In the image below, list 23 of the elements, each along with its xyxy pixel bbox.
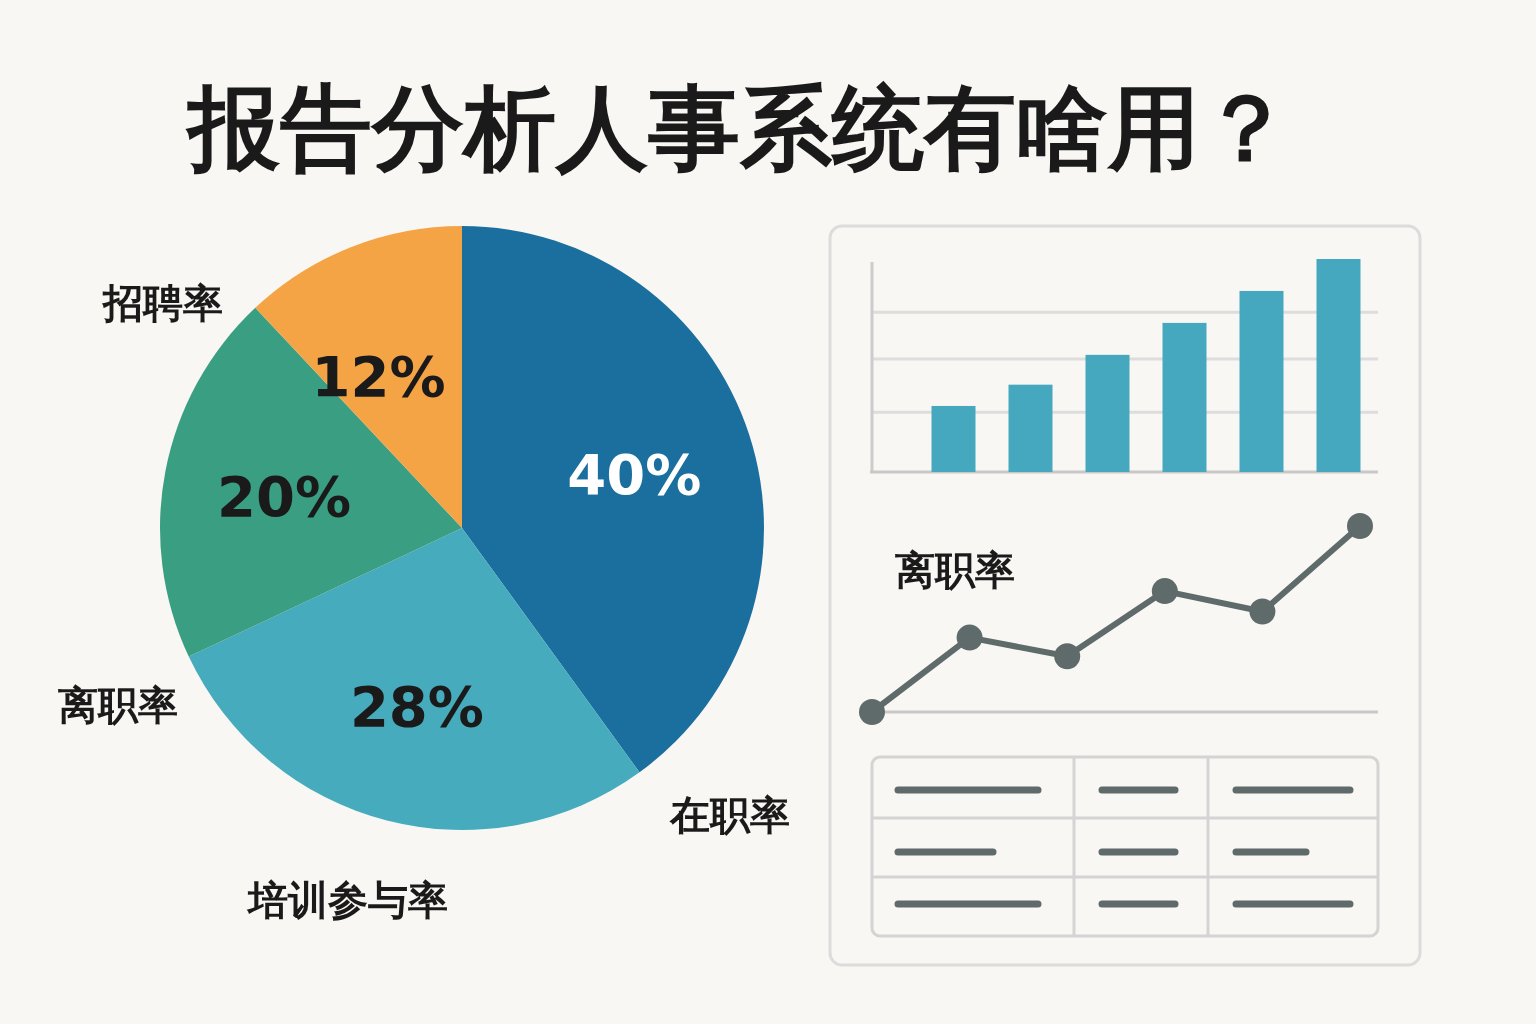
data-label: 12% <box>311 344 446 410</box>
point <box>1151 578 1178 605</box>
slice-label: 招聘率 <box>101 280 223 326</box>
slice-label: 在职率 <box>669 792 790 838</box>
bar <box>1162 322 1207 472</box>
chart-title: 报告分析人事系统有啥用？ <box>185 75 1292 182</box>
series-label: 离职率 <box>895 547 1015 593</box>
point <box>1249 598 1276 625</box>
point <box>859 699 885 725</box>
pie-slice <box>188 528 640 830</box>
slice-label: 离职率 <box>58 682 178 728</box>
bar <box>931 405 976 472</box>
data-label: 28% <box>349 673 484 739</box>
point <box>1347 513 1373 539</box>
point <box>1054 643 1081 670</box>
slice-label: 培训参与率 <box>246 877 448 923</box>
bar <box>1008 384 1053 472</box>
bar <box>1239 290 1284 472</box>
bar <box>1085 354 1130 472</box>
data-label: 40% <box>567 442 702 508</box>
point <box>956 624 983 651</box>
bar <box>1316 259 1361 472</box>
data-label: 20% <box>216 464 352 530</box>
